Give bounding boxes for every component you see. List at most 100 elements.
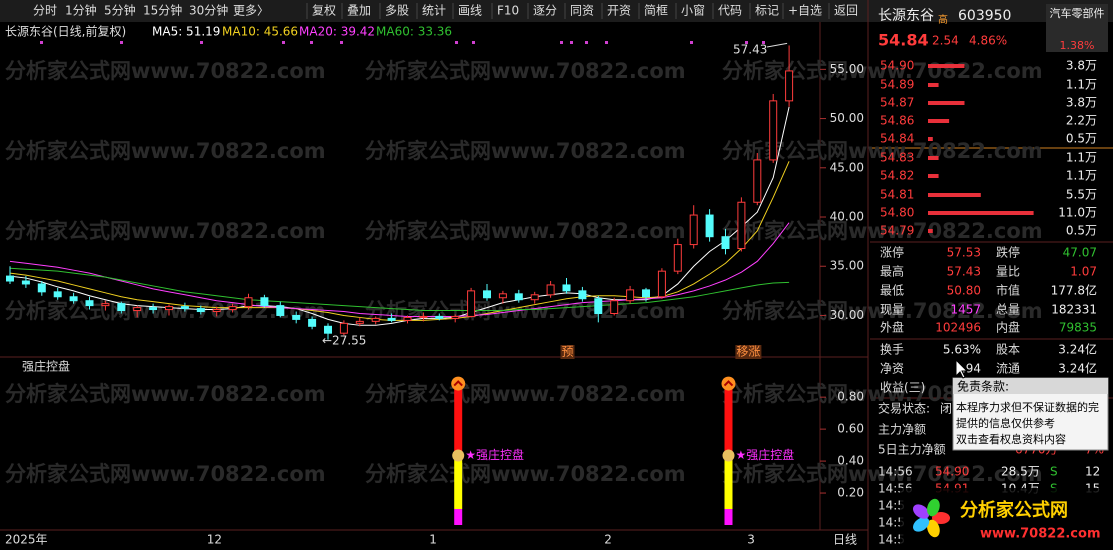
candle-body bbox=[514, 293, 523, 301]
candle-body bbox=[387, 317, 396, 321]
toolbar-button[interactable]: 复权 bbox=[312, 4, 336, 18]
toolbar-tab[interactable]: 1分钟 bbox=[65, 3, 97, 18]
y-tick-label: 40.00 bbox=[830, 210, 864, 224]
toolbar-button[interactable]: 小窗 bbox=[681, 4, 705, 18]
trade-cell: S bbox=[1050, 465, 1058, 479]
book-price: 54.79 bbox=[880, 224, 914, 238]
sector-box[interactable] bbox=[1046, 4, 1108, 52]
signal-chevron bbox=[723, 380, 734, 387]
y-tick-label: 0.40 bbox=[837, 454, 864, 468]
candle-body bbox=[212, 309, 221, 313]
candle-body bbox=[673, 244, 682, 272]
signal-dot bbox=[40, 41, 43, 44]
book-bar bbox=[928, 174, 939, 178]
book-price: 54.87 bbox=[880, 96, 914, 110]
candle-body bbox=[483, 290, 491, 299]
watermark: 分析家公式网www.70822.com bbox=[365, 462, 686, 486]
popup-header bbox=[953, 378, 1108, 394]
toolbar-button[interactable]: 统计 bbox=[422, 4, 446, 18]
book-bar bbox=[928, 101, 965, 105]
toolbar-button[interactable]: +自选 bbox=[788, 4, 822, 18]
sector[interactable]: 汽车零部件 bbox=[1050, 6, 1105, 20]
ma-label: MA60: 33.36 bbox=[376, 25, 452, 39]
signal-dot bbox=[585, 41, 588, 44]
candle-body bbox=[753, 159, 762, 203]
logo-name: 分析家公式网 bbox=[960, 499, 1068, 521]
toolbar-button[interactable]: 多股 bbox=[385, 4, 409, 18]
toolbar-button[interactable]: 返回 bbox=[834, 4, 858, 18]
book-price: 54.86 bbox=[880, 114, 914, 128]
candle-body bbox=[705, 214, 714, 238]
trade-cell: 54.90 bbox=[935, 465, 969, 479]
signal-chevron bbox=[453, 380, 463, 387]
signal-dot bbox=[560, 41, 563, 44]
candle-body bbox=[498, 293, 507, 299]
candle-body bbox=[737, 201, 746, 250]
toolbar-tab[interactable]: 5分钟 bbox=[104, 3, 136, 18]
ma-line bbox=[9, 267, 790, 312]
candle-body bbox=[101, 303, 110, 307]
stat-label: 跌停 bbox=[996, 245, 1020, 260]
toolbar-button[interactable]: 简框 bbox=[644, 4, 668, 18]
candle-body bbox=[308, 318, 317, 327]
trade-cell: 14:56 bbox=[878, 465, 913, 479]
toolbar-button[interactable]: 画线 bbox=[458, 4, 482, 18]
chart-title: 长源东谷(日线,前复权) bbox=[5, 24, 126, 39]
stat-label: 换手 bbox=[880, 343, 904, 357]
stat-value: 1457 bbox=[950, 303, 981, 317]
book-bar bbox=[928, 119, 950, 123]
signal-dot bbox=[455, 41, 458, 44]
y-tick-label: 55.00 bbox=[830, 62, 864, 76]
candle-body bbox=[530, 294, 539, 301]
book-price: 54.82 bbox=[880, 169, 914, 183]
toolbar-tab[interactable]: 15分钟 bbox=[143, 3, 182, 18]
watermark: 分析家公式网www.70822.com bbox=[365, 139, 686, 163]
toolbar-button[interactable]: F10 bbox=[497, 4, 519, 18]
signal-bar bbox=[454, 509, 463, 525]
watermark: 分析家公式网www.70822.com bbox=[5, 382, 326, 406]
ma-label: MA20: 39.42 bbox=[299, 25, 375, 39]
toolbar bbox=[0, 0, 1113, 22]
toolbar-button[interactable]: 叠加 bbox=[347, 4, 371, 18]
y-tick-label: 50.00 bbox=[830, 111, 864, 125]
candle-body bbox=[371, 317, 380, 322]
cursor bbox=[955, 358, 969, 379]
candle-body bbox=[37, 283, 46, 293]
signal-dot bbox=[570, 41, 573, 44]
stat-value: 1.07 bbox=[1070, 265, 1097, 279]
toolbar-tab[interactable]: 更多〉 bbox=[233, 4, 269, 18]
low-label: ←27.55 bbox=[322, 334, 366, 348]
signal-dot bbox=[605, 41, 608, 44]
candle-body bbox=[467, 290, 476, 317]
toolbar-tab[interactable]: 分时 bbox=[33, 4, 57, 18]
trade-cell: 14:5 bbox=[878, 499, 905, 513]
signal-bar bbox=[454, 387, 463, 454]
status-label: 交易状态: bbox=[878, 401, 930, 416]
candle-body bbox=[355, 320, 364, 324]
book-price: 54.84 bbox=[880, 132, 914, 146]
stat-label: 流通 bbox=[996, 362, 1020, 376]
toolbar-button[interactable]: 同资 bbox=[570, 4, 594, 18]
candle-body bbox=[244, 297, 253, 308]
book-volume: 3.8万 bbox=[1066, 59, 1097, 73]
candle-body bbox=[133, 307, 142, 312]
book-price: 54.89 bbox=[880, 78, 914, 92]
logo-petal bbox=[913, 504, 930, 519]
toolbar-button[interactable]: 逐分 bbox=[533, 4, 557, 18]
candle-body bbox=[324, 325, 332, 334]
book-bar bbox=[928, 211, 1034, 215]
stat-label: 收益(三) bbox=[880, 381, 925, 395]
period-label[interactable]: 日线 bbox=[833, 533, 857, 547]
book-volume: 1.1万 bbox=[1066, 151, 1097, 165]
book-volume: 5.5万 bbox=[1066, 188, 1097, 202]
toolbar-button[interactable]: 标记 bbox=[755, 4, 779, 18]
main-net5-label: 5日主力净额 bbox=[878, 443, 946, 457]
book-price: 54.83 bbox=[880, 151, 914, 165]
toolbar-button[interactable]: 开资 bbox=[607, 4, 631, 18]
stat-label: 涨停 bbox=[880, 245, 904, 260]
toolbar-button[interactable]: 代码 bbox=[718, 4, 742, 18]
watermark: 分析家公式网www.70822.com bbox=[365, 59, 686, 83]
stat-value: 3.24亿 bbox=[1058, 361, 1097, 376]
stock-tag: 高 bbox=[938, 13, 948, 26]
toolbar-tab[interactable]: 30分钟 bbox=[189, 3, 228, 18]
